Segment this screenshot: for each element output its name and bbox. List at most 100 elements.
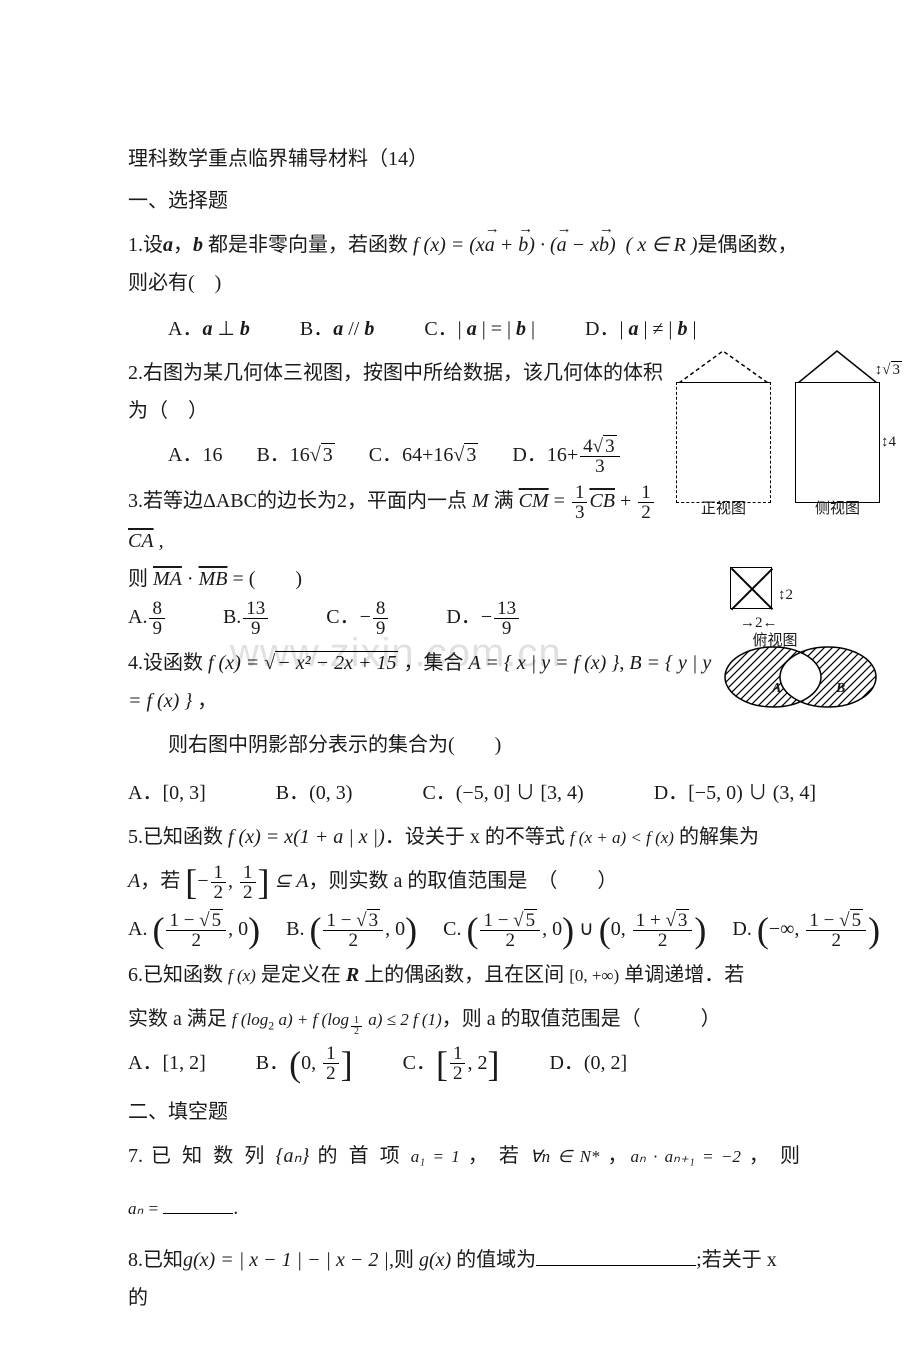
q1-vec-b: b <box>193 234 203 256</box>
q1-dot: ) · ( <box>528 234 556 256</box>
q8-stem-a: 8.已知 <box>128 1249 183 1271</box>
q1-opt-a: A．a ⊥ b <box>168 310 250 348</box>
question-6: 6.已知函数 f (x) 是定义在 R 上的偶函数，且在区间 [0, +∞) 单… <box>128 956 800 1084</box>
q1-opt-d-1: D．| <box>585 318 628 340</box>
q4-seta: A = { x | y = f (x) } <box>468 652 619 674</box>
q7-stem-a: 7. 已 知 数 列 <box>128 1145 275 1167</box>
q1-opt-a-lbl: A． <box>168 318 202 340</box>
q5-stem-b: ．设关于 x 的不等式 <box>385 826 570 848</box>
q7-an-eq: aₙ = <box>128 1199 163 1218</box>
q3-stem-e: 则 <box>128 568 153 590</box>
doc-title: 理科数学重点临界辅导材料（14） <box>128 140 800 178</box>
venn-a-label: A <box>772 676 781 703</box>
q7-prod: aₙ · aₙ₊₁ = −2 <box>631 1147 741 1166</box>
dim-2a: ↕2 <box>778 581 793 610</box>
q5-stem-a: 5.已知函数 <box>128 826 228 848</box>
q1-opt-d-2: | ≠ | <box>638 318 677 340</box>
q3-stem-d: 满 <box>494 490 514 512</box>
side-view: 侧视图 ↕√3 ↕4 <box>795 348 880 503</box>
q3-two: 2 <box>337 490 347 512</box>
q1-opt-b-lbl: B． <box>300 318 333 340</box>
q1-opt-c: C．| a | = | b | <box>424 310 535 348</box>
q1-stem-b: ， <box>173 234 193 256</box>
q1-perp: ⊥ <box>217 318 234 340</box>
top-view: ↕2 →2← 俯视图 <box>730 567 820 627</box>
question-7: 7. 已 知 数 列 {aₙ} 的 首 项 a₁ = 1 ， 若 ∀n ∈ N*… <box>128 1137 800 1175</box>
q1-a2: a <box>557 226 567 264</box>
q1-opt-c-1: C．| <box>424 318 466 340</box>
q6-stem-d: 单调递增．若 <box>619 964 744 986</box>
q8-gx2: g(x) <box>414 1249 456 1271</box>
q7-a1: a₁ = 1 <box>411 1147 460 1166</box>
q3-stem-b: 的边长为 <box>257 490 337 512</box>
q5-opt-d: D. (−∞, 1 − √52) <box>732 910 880 950</box>
front-view-label: 正视图 <box>676 495 771 524</box>
front-view: 正视图 <box>676 348 771 503</box>
q2-opt-c: C．64+16√3 <box>369 436 479 476</box>
dim-2b: →2← <box>740 609 778 638</box>
q6-stem-f: ，则 a 的取值范围是（ ） <box>442 1008 721 1030</box>
q1-close: ) <box>609 234 616 256</box>
q4-comma: , <box>619 652 629 674</box>
q1-plus: + <box>495 234 519 256</box>
q6-stem-e: 实数 a 满足 <box>128 1008 232 1030</box>
q6-stem-b: 是定义在 <box>256 964 346 986</box>
q7-stem-c: ， 若 <box>460 1145 530 1167</box>
q3-stem-f: = ( ) <box>227 568 302 590</box>
q6-fx: f (x) <box>228 966 256 985</box>
q4-fx: f (x) = <box>208 652 264 674</box>
q8-blank <box>536 1246 696 1266</box>
q5-fx: f (x) = x(1 + a | x |) <box>228 826 385 848</box>
q3-eq: = <box>549 490 570 512</box>
q2-opt-a: A．16 <box>168 436 222 476</box>
q1-stem-d: 是偶函数， <box>698 234 798 256</box>
q1-a1: a <box>485 226 495 264</box>
q4-stem-d: 则右图中阴影部分表示的集合为( ) <box>128 726 800 764</box>
venn-figure: A B <box>718 642 880 712</box>
q3-comma: , <box>154 530 164 552</box>
q3-cb: CB <box>589 490 615 512</box>
q4-stem-c: ， <box>192 690 217 712</box>
section-2-heading: 二、填空题 <box>128 1093 800 1131</box>
q3-stem-a: 3.若等边 <box>128 490 203 512</box>
q5-stem-d: ，若 <box>140 870 185 892</box>
q8-gx: g(x) = | x − 1 | − | x − 2 | <box>183 1249 389 1271</box>
q4-stem-a: 4.设函数 <box>128 652 208 674</box>
q5-subset: ⊆ A <box>270 870 309 892</box>
q7-stem-e: ， 则 <box>741 1145 800 1167</box>
question-4: 4.设函数 f (x) = √− x² − 2x + 15 ，集合 A = { … <box>128 644 800 812</box>
q1-opt-c-2: | = | <box>477 318 516 340</box>
q5-opt-b: B. (1 − √32, 0) <box>286 910 417 950</box>
q3-opt-c: C．−89 <box>326 598 390 638</box>
q3-mb: MB <box>199 568 228 590</box>
q6-R: R <box>346 964 359 986</box>
q7-stem-b: 的 首 项 <box>309 1145 410 1167</box>
q3-opt-a: A.89 <box>128 598 167 638</box>
q1-stem-e: 则必有( ) <box>128 264 800 302</box>
q4-opt-c: C．(−5, 0] ∪ [3, 4) <box>422 774 583 812</box>
q1-vec-a: a <box>163 234 173 256</box>
question-8: 8.已知g(x) = | x − 1 | − | x − 2 |,则 g(x) … <box>128 1241 800 1317</box>
q1-para: // <box>343 318 364 340</box>
q5-ineq: f (x + a) < f (x) <box>570 828 674 847</box>
q1-b2: b <box>599 226 609 264</box>
q6-stem-c: 上的偶函数，且在区间 <box>359 964 569 986</box>
q1-minus: − x <box>567 234 599 256</box>
three-view-figure: 正视图 侧视图 ↕√3 ↕4 ↕2 →2← 俯视图 <box>670 348 900 627</box>
q6-opt-a: A．[1, 2] <box>128 1044 206 1084</box>
q5-stem-c: 的解集为 <box>674 826 759 848</box>
q3-plus: + <box>615 490 636 512</box>
q1-stem-c: 都是非零向量，若函数 <box>203 234 413 256</box>
dim-sqrt3: ↕√3 <box>875 356 902 385</box>
q2-opt-d: D．16+4√33 <box>512 436 621 476</box>
q5-opt-c: C. (1 − √52, 0) ∪ (0, 1 + √32) <box>443 910 706 950</box>
venn-b-label: B <box>836 676 845 703</box>
q1-stem-a: 1.设 <box>128 234 163 256</box>
q5-opt-a: A. (1 − √52, 0) <box>128 910 260 950</box>
q6-opt-d: D．(0, 2] <box>549 1044 627 1084</box>
q3-opt-b: B.139 <box>223 598 270 638</box>
q4-opt-d: D．[−5, 0) ∪ (3, 4] <box>654 774 816 812</box>
q1-opt-d-3: | <box>687 318 696 340</box>
q7-forall: ∀n ∈ N* <box>530 1147 599 1166</box>
q3-M: M <box>467 490 494 512</box>
